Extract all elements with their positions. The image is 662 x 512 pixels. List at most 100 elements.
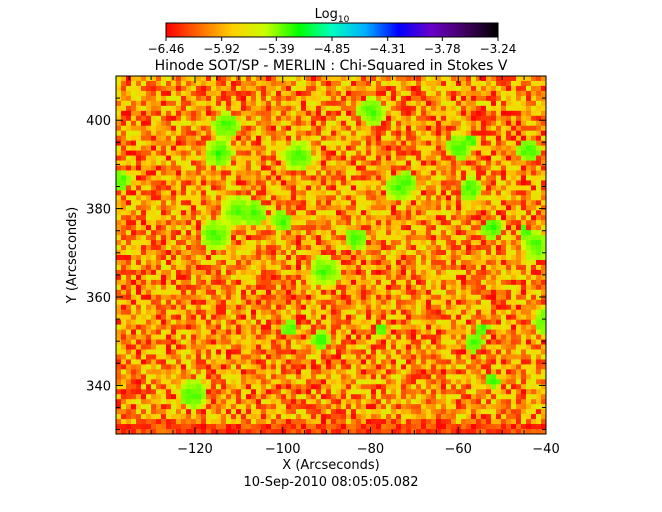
heatmap-cell xyxy=(306,85,312,92)
heatmap-cell xyxy=(171,125,177,132)
heatmap-cell xyxy=(521,354,527,361)
heatmap-cell xyxy=(411,205,417,211)
heatmap-cell xyxy=(291,339,297,346)
heatmap-cell xyxy=(156,359,162,365)
heatmap-cell xyxy=(396,220,402,226)
heatmap-cell xyxy=(246,359,252,365)
heatmap-cell xyxy=(176,160,182,167)
heatmap-cell xyxy=(241,160,247,167)
heatmap-cell xyxy=(211,250,217,256)
heatmap-cell xyxy=(481,314,487,321)
heatmap-cell xyxy=(221,284,227,291)
heatmap-cell xyxy=(256,105,262,112)
heatmap-cell xyxy=(521,279,527,286)
heatmap-cell xyxy=(491,279,497,286)
heatmap-cell xyxy=(271,195,277,201)
heatmap-cell xyxy=(541,319,546,326)
heatmap-cell xyxy=(421,210,427,216)
heatmap-cell xyxy=(466,175,472,182)
heatmap-cell xyxy=(446,215,452,221)
heatmap-cell xyxy=(461,155,467,162)
heatmap-cell xyxy=(331,125,337,132)
heatmap-cell xyxy=(141,95,147,102)
heatmap-cell xyxy=(451,160,457,167)
heatmap-cell xyxy=(321,90,327,97)
heatmap-cell xyxy=(426,304,432,311)
heatmap-cell xyxy=(341,115,347,122)
heatmap-cell xyxy=(241,195,247,201)
heatmap-cell xyxy=(491,274,497,281)
heatmap-cell xyxy=(361,235,367,241)
heatmap-cell xyxy=(206,180,212,186)
heatmap-cell xyxy=(486,210,492,216)
heatmap-cell xyxy=(131,339,137,346)
heatmap-cell xyxy=(221,240,227,246)
heatmap-cell xyxy=(496,210,502,216)
heatmap-cell xyxy=(346,264,352,271)
heatmap-cell xyxy=(391,140,397,147)
heatmap-cell xyxy=(181,245,187,251)
heatmap-cell xyxy=(276,125,282,132)
heatmap-cell xyxy=(216,264,222,271)
heatmap-cell xyxy=(131,205,137,211)
heatmap-cell xyxy=(286,110,292,117)
heatmap-cell xyxy=(461,294,467,301)
heatmap-cell xyxy=(136,344,142,351)
heatmap-cell xyxy=(266,349,272,356)
heatmap-cell xyxy=(216,359,222,365)
heatmap-cell xyxy=(341,210,347,216)
heatmap-cell xyxy=(376,135,382,142)
heatmap-cell xyxy=(421,230,427,236)
heatmap-cell xyxy=(201,110,207,117)
heatmap-cell xyxy=(156,220,162,226)
heatmap-cell xyxy=(271,80,277,87)
heatmap-cell xyxy=(316,175,322,182)
heatmap-cell xyxy=(306,314,312,321)
heatmap-cell xyxy=(176,120,182,127)
heatmap-cell xyxy=(366,155,372,162)
heatmap-cell xyxy=(431,85,437,92)
heatmap-cell xyxy=(256,344,262,351)
heatmap-cell xyxy=(281,95,287,102)
heatmap-cell xyxy=(376,314,382,321)
heatmap-cell xyxy=(311,155,317,162)
heatmap-cell xyxy=(256,185,262,191)
heatmap-cell xyxy=(421,95,427,102)
heatmap-cell xyxy=(341,200,347,206)
heatmap-cell xyxy=(536,259,542,266)
heatmap-cell xyxy=(471,349,477,356)
heatmap-cell xyxy=(231,294,237,301)
heatmap-cell xyxy=(201,259,207,266)
heatmap-cell xyxy=(146,259,152,266)
heatmap-cell xyxy=(411,255,417,261)
heatmap-cell xyxy=(421,240,427,246)
heatmap-cell xyxy=(376,165,382,172)
heatmap-cell xyxy=(181,115,187,122)
heatmap-cell xyxy=(126,230,132,236)
heatmap-cell xyxy=(306,220,312,226)
heatmap-cell xyxy=(291,235,297,241)
heatmap-cell xyxy=(311,170,317,177)
heatmap-cell xyxy=(451,240,457,246)
heatmap-cell xyxy=(376,279,382,286)
heatmap-cell xyxy=(196,314,202,321)
heatmap-cell xyxy=(436,284,442,291)
heatmap-cell xyxy=(121,76,127,82)
heatmap-cell xyxy=(136,125,142,132)
heatmap-cell xyxy=(336,324,342,331)
heatmap-cell xyxy=(251,80,257,87)
heatmap-cell xyxy=(276,200,282,206)
heatmap-cell xyxy=(376,255,382,261)
heatmap-cell xyxy=(486,274,492,281)
heatmap-cell xyxy=(316,160,322,167)
heatmap-cell xyxy=(201,85,207,92)
heatmap-cell xyxy=(511,279,517,286)
heatmap-cell xyxy=(351,259,357,266)
heatmap-cell xyxy=(156,125,162,132)
heatmap-cell xyxy=(326,180,332,186)
heatmap-cell xyxy=(341,195,347,201)
heatmap-cell xyxy=(511,125,517,132)
heatmap-cell xyxy=(141,190,147,196)
heatmap-cell xyxy=(236,269,242,276)
heatmap-cell xyxy=(406,299,412,306)
